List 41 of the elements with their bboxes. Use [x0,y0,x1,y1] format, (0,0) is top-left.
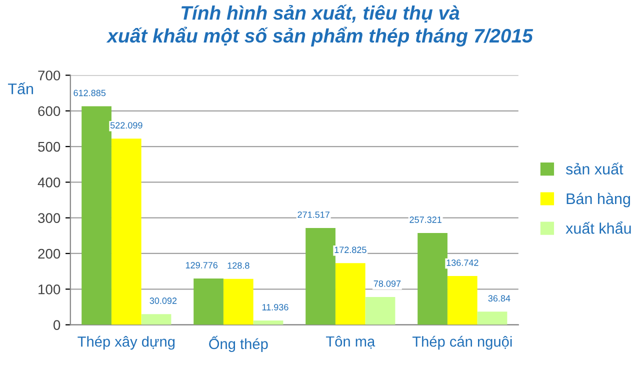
x-tick-label: Ống thép [209,336,268,352]
y-tick-label: 500 [38,142,60,152]
data-label: 78.097 [374,280,401,287]
data-label: 612.885 [74,90,106,96]
bar [82,106,112,325]
chart-title: Tính hình sản xuất, tiêu thụ và xuất khẩu một số sản phẩm thép tháng 7/2015 [106,4,534,46]
bar [447,276,478,325]
data-label: 128.8 [228,262,250,269]
y-tick-label: 100 [38,284,60,294]
data-label: 129.776 [186,262,218,268]
y-tick-label: 0 [53,320,60,330]
data-label: 522.099 [110,122,142,129]
legend-label: Bán hàng [566,192,630,208]
legend-label: xuất khẩu [566,221,631,234]
bar [365,296,396,325]
bar [418,233,448,325]
bar [111,138,142,325]
y-tick-label: 200 [38,248,60,259]
data-label: 271.517 [298,211,330,218]
bar [253,320,284,325]
data-label: 11.936 [262,304,288,310]
bar [223,278,254,325]
bar [194,278,224,325]
y-tick-label: 700 [38,70,60,80]
x-tick-label: Tôn mạ [326,336,376,349]
data-label: 30.092 [150,298,177,304]
y-tick-label: 300 [38,213,60,224]
bar [306,228,336,325]
x-tick-label: Thép cán nguội [412,336,512,350]
bar [477,312,508,325]
y-tick-label: 400 [38,178,60,188]
x-tick-label: Thép xây dựng [78,336,175,350]
y-axis-title: Tấn [8,82,34,94]
legend-label: sản xuất [566,162,624,175]
data-label: 172.825 [334,246,366,254]
y-tick-label: 600 [38,106,60,116]
bar [141,314,172,325]
bar [335,263,366,325]
data-label: 257.321 [410,216,442,223]
data-label: 136.742 [446,260,478,266]
data-label: 36.84 [488,295,510,302]
